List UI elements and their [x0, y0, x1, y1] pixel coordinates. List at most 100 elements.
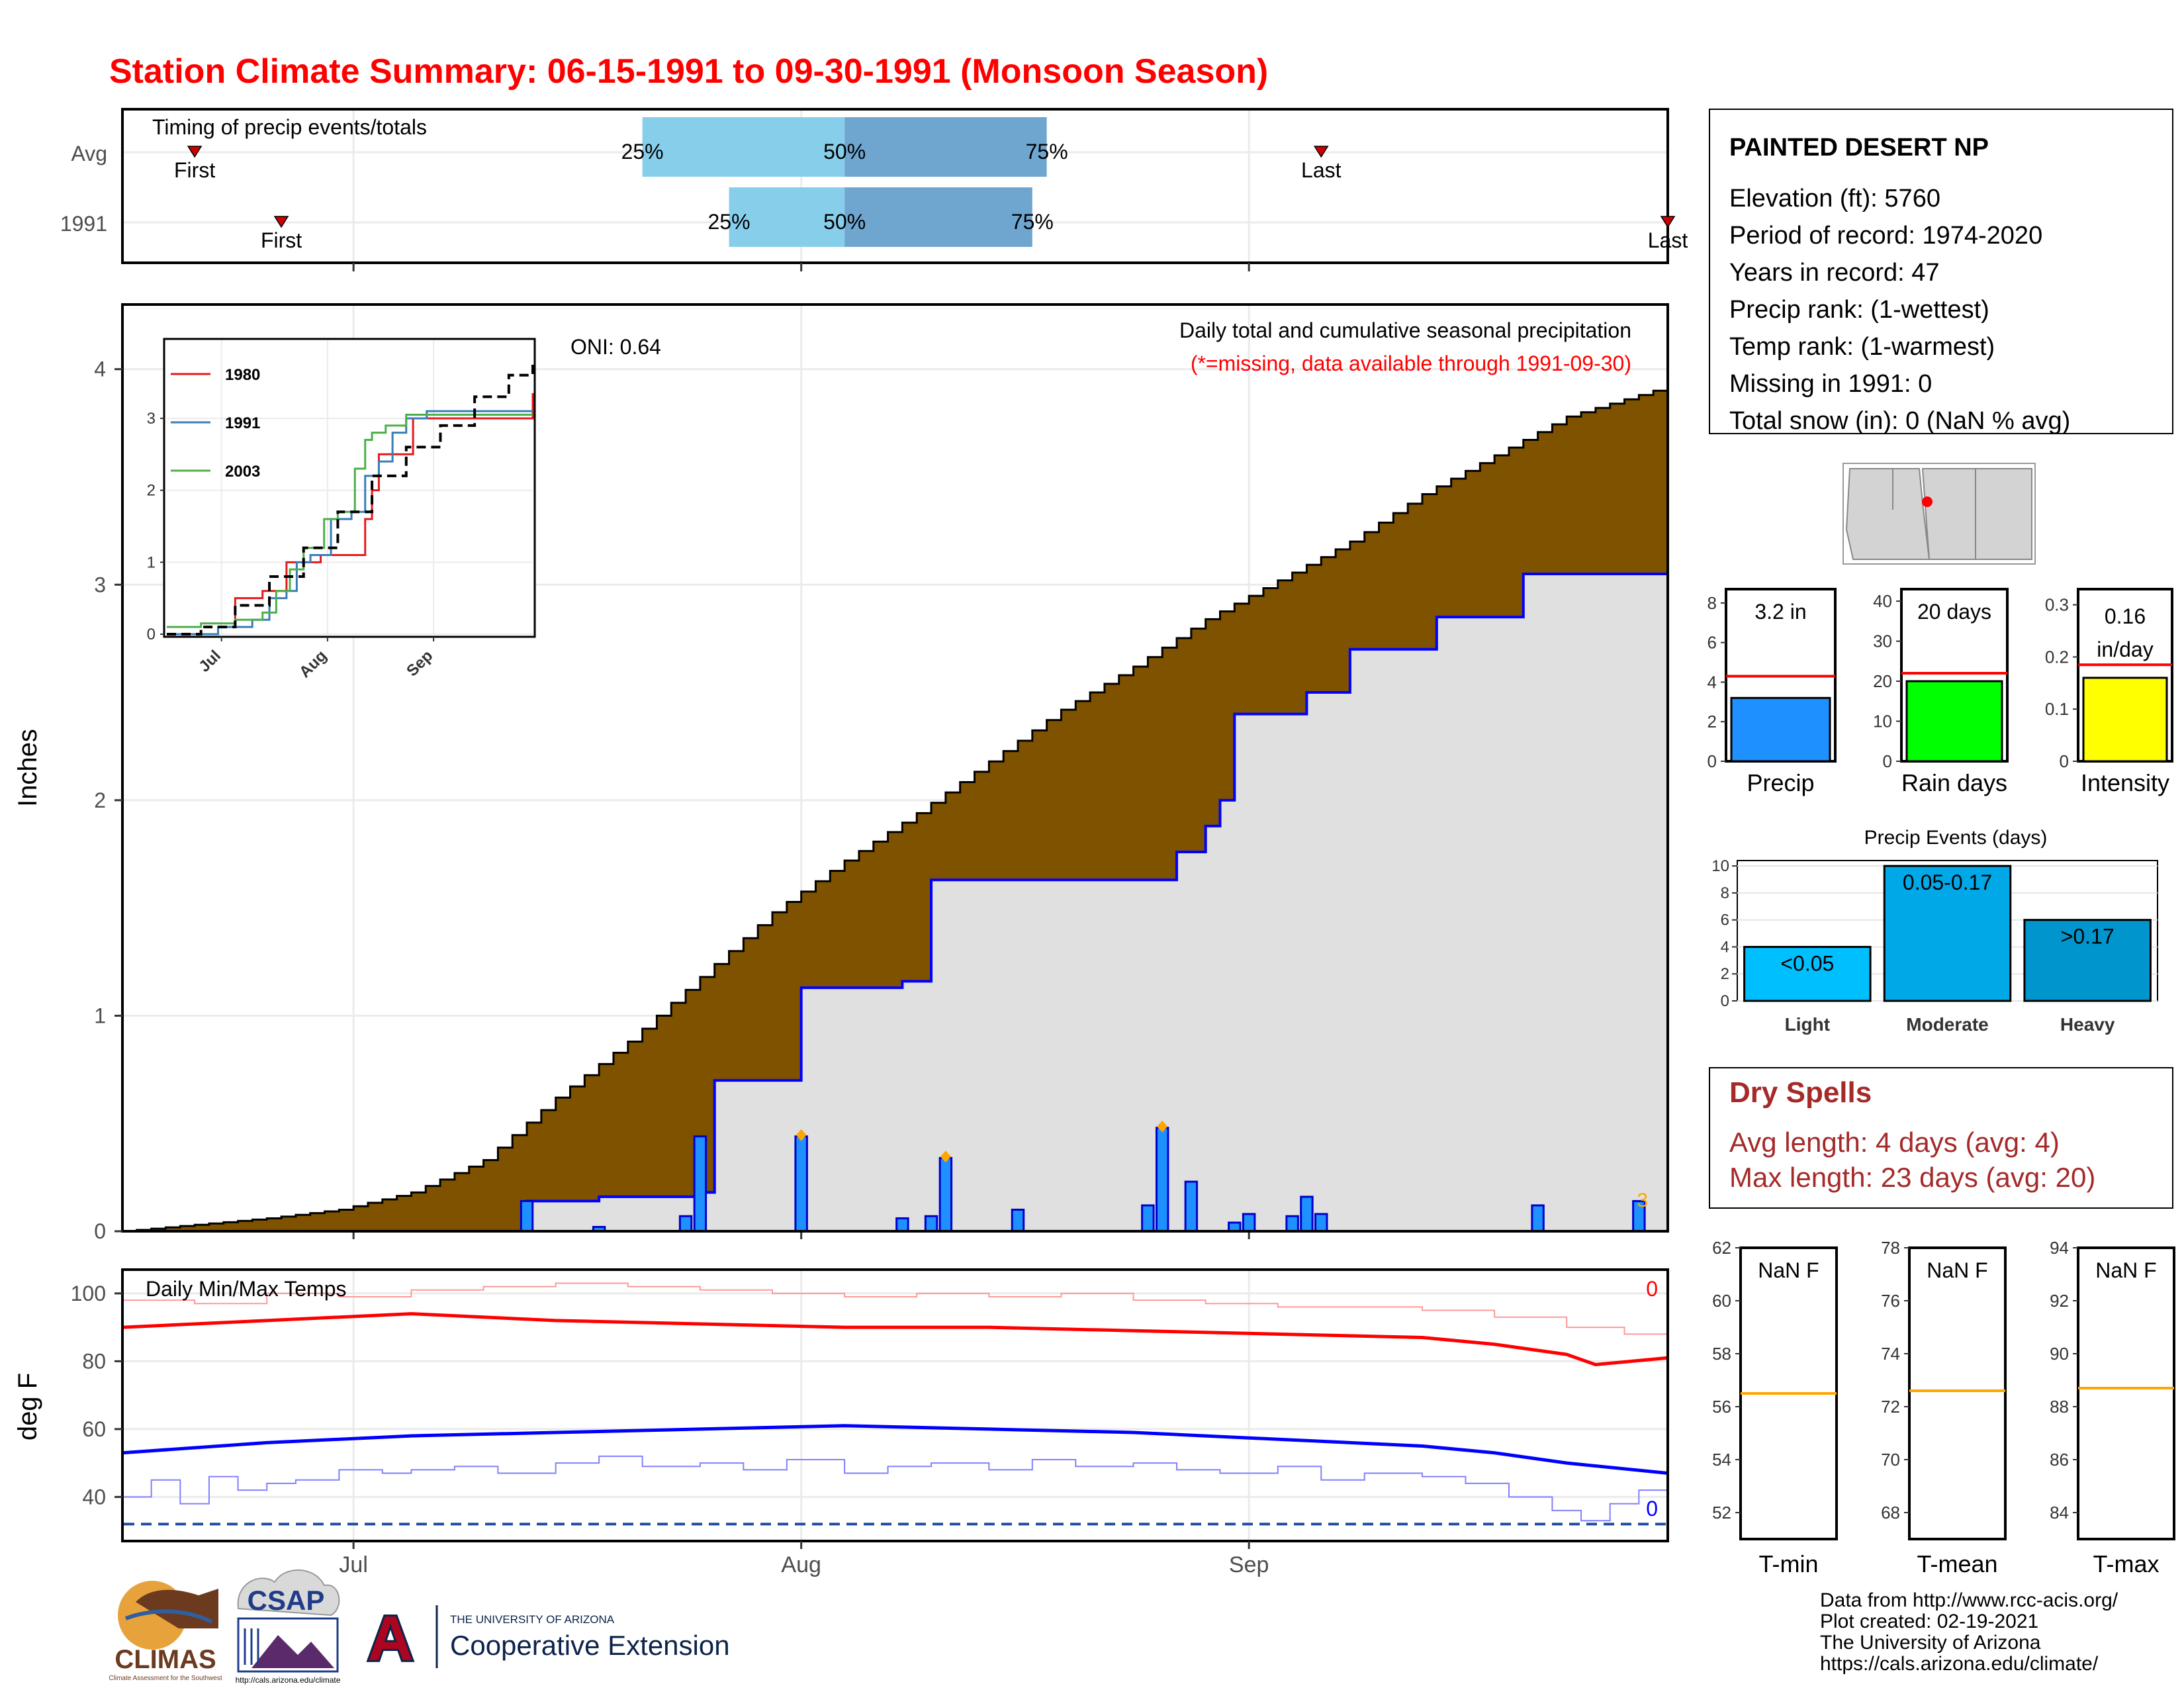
- summary-y-tick-label: 20: [1873, 671, 1892, 691]
- events-category-label: Heavy: [2060, 1014, 2115, 1035]
- x-axis-tick-label: Aug: [781, 1552, 821, 1577]
- timing-p75-label: 75%: [1011, 210, 1054, 234]
- summary-panel-name: Precip: [1747, 769, 1814, 796]
- temp-panel: 40 60 80 100 Jul Aug Sep deg F Daily Min/Max …: [13, 1268, 1669, 1577]
- ua-logo-small-text: THE UNIVERSITY OF ARIZONA: [450, 1613, 615, 1626]
- missing-data-marker: [796, 1129, 807, 1141]
- temp-summary-y-tick-label: 86: [2050, 1450, 2069, 1470]
- timing-first-marker: [273, 216, 289, 228]
- summary-y-tick-label: 10: [1873, 712, 1892, 731]
- temp-summary-name: T-mean: [1917, 1550, 1997, 1577]
- station-line-5: Temp rank: (1-warmest): [1729, 333, 1995, 361]
- footer-credits: Data from http://www.rcc-acis.org/ Plot …: [1820, 1589, 2118, 1675]
- climas-logo-subtext: Climate Assessment for the Southwest: [109, 1675, 222, 1682]
- timing-last-label: Last: [1301, 158, 1342, 182]
- events-y-tick-label: 4: [1721, 938, 1729, 956]
- csap-logo-subtext: http://cals.arizona.edu/climate: [236, 1675, 341, 1685]
- station-info-box: PAINTED DESERT NP Elevation (ft): 5760 P…: [1709, 109, 2173, 435]
- events-y-tick-label: 0: [1721, 992, 1729, 1010]
- dry-spells-title: Dry Spells: [1729, 1076, 1872, 1109]
- temp-summary-y-tick-label: 78: [1881, 1238, 1900, 1258]
- daily-precip-bar: [693, 1135, 707, 1233]
- summary-bar: [1730, 696, 1831, 763]
- events-bar-heavy: [2023, 919, 2152, 1002]
- temp-summary-t-mean: 68 70 72 74 76 78 NaN F T-mean: [1881, 1238, 2007, 1577]
- temp-summary-value-label: NaN F: [2095, 1258, 2156, 1282]
- daily-precip-bar: [794, 1135, 808, 1233]
- precip-y-tick-label: 3: [94, 573, 106, 596]
- daily-precip-bar: [1285, 1215, 1299, 1233]
- temp-summary-y-tick-label: 76: [1881, 1291, 1900, 1311]
- summary-bar-panels: 0 2 4 6 8 3.2 in Precip 0 10 20 30 40 20 days Rain da…: [1707, 588, 2173, 796]
- daily-precip-bar: [520, 1199, 534, 1233]
- timing-bar-25-50: [729, 187, 845, 247]
- timing-p50-label: 50%: [823, 210, 866, 234]
- inset-legend-label: 1991: [225, 414, 260, 432]
- precip-chart-subtitle: (*=missing, data available through 1991-…: [1191, 352, 1631, 375]
- station-line-1: Elevation (ft): 5760: [1729, 185, 1940, 212]
- summary-y-tick-label: 0: [2060, 751, 2069, 771]
- temp-summary-value-label: NaN F: [1927, 1258, 1987, 1282]
- temp-summary-t-max: 84 86 88 90 92 94 NaN F T-max: [2050, 1238, 2175, 1577]
- locator-map: [1843, 463, 2036, 565]
- summary-panel-intensity: 0 0.1 0.2 0.3 0.16 in/day Intensity: [2045, 588, 2173, 796]
- summary-y-tick-label: 0: [1883, 751, 1892, 771]
- temp-summary-y-tick-label: 90: [2050, 1344, 2069, 1364]
- inset-series-avg: [167, 361, 534, 635]
- oni-annotation: ONI: 0.64: [570, 335, 661, 359]
- temp-y-tick-label: 100: [71, 1282, 106, 1305]
- station-name: PAINTED DESERT NP: [1729, 134, 1989, 162]
- temp-summary-y-tick-label: 94: [2050, 1238, 2069, 1258]
- precip-y-tick-label: 0: [94, 1219, 106, 1243]
- inset-y-tick-label: 0: [147, 626, 156, 643]
- summary-value-unit: in/day: [2097, 637, 2153, 661]
- avg-tmin-line: [122, 1424, 1668, 1475]
- daily-precip-bar: [895, 1217, 909, 1233]
- events-bar-light: [1743, 945, 1872, 1002]
- ua-logo-big-text: Cooperative Extension: [450, 1630, 730, 1661]
- temp-summary-value-label: NaN F: [1758, 1258, 1819, 1282]
- station-line-6: Missing in 1991: 0: [1729, 370, 1932, 398]
- inset-y-tick-label: 2: [147, 482, 156, 500]
- footer-line-1: Data from http://www.rcc-acis.org/: [1820, 1589, 2118, 1611]
- missing-data-marker: [940, 1150, 951, 1163]
- precip-y-tick-label: 4: [94, 357, 106, 381]
- temp-summary-y-tick-label: 68: [1881, 1503, 1900, 1523]
- timing-bar-50-75: [844, 117, 1047, 177]
- summary-value-label: 0.16: [2105, 604, 2146, 628]
- precip-y-tick-label: 2: [94, 788, 106, 812]
- temp-summary-y-tick-label: 60: [1712, 1291, 1731, 1311]
- temp-summary-y-tick-label: 62: [1712, 1238, 1731, 1258]
- footer-line-2: Plot created: 02-19-2021: [1820, 1611, 2038, 1632]
- events-category-label: Light: [1785, 1014, 1830, 1035]
- daily-precip-bar: [1141, 1204, 1155, 1233]
- missing-count-label: 3: [1637, 1190, 1648, 1211]
- daily-precip-bar: [1155, 1127, 1169, 1233]
- temp-summary-y-tick-label: 88: [2050, 1397, 2069, 1417]
- temp-summary-y-tick-label: 72: [1881, 1397, 1900, 1417]
- summary-value-label: 20 days: [1917, 600, 1991, 624]
- footer-line-3: The University of Arizona: [1820, 1632, 2041, 1654]
- events-y-tick-label: 6: [1721, 912, 1729, 929]
- ua-logo-letter: A: [367, 1603, 413, 1674]
- precip-events-title: Precip Events (days): [1864, 827, 2048, 849]
- temp-summary-y-tick-label: 54: [1712, 1450, 1731, 1470]
- daily-precip-bar: [1242, 1213, 1256, 1233]
- year-tmin-line: [122, 1455, 1668, 1522]
- timing-p50-label: 50%: [823, 140, 866, 164]
- university-of-arizona-logo: A THE UNIVERSITY OF ARIZONA Cooperative …: [361, 1601, 730, 1676]
- precip-y-tick-label: 1: [94, 1004, 106, 1027]
- temp-summary-y-tick-label: 52: [1712, 1503, 1731, 1523]
- station-location-marker: [1922, 496, 1933, 507]
- footer-line-4: https://cals.arizona.edu/climate/: [1820, 1653, 2099, 1675]
- x-axis-tick-label: Sep: [1229, 1552, 1269, 1577]
- timing-first-label: First: [174, 158, 215, 182]
- x-axis-tick-label: Jul: [339, 1552, 367, 1577]
- summary-y-tick-label: 0.2: [2045, 647, 2069, 667]
- daily-precip-bar: [1011, 1208, 1025, 1233]
- timing-last-marker: [1660, 216, 1676, 228]
- avg-tmax-line: [122, 1312, 1668, 1367]
- events-value-label: >0.17: [2061, 925, 2115, 949]
- summary-y-tick-label: 4: [1707, 672, 1717, 692]
